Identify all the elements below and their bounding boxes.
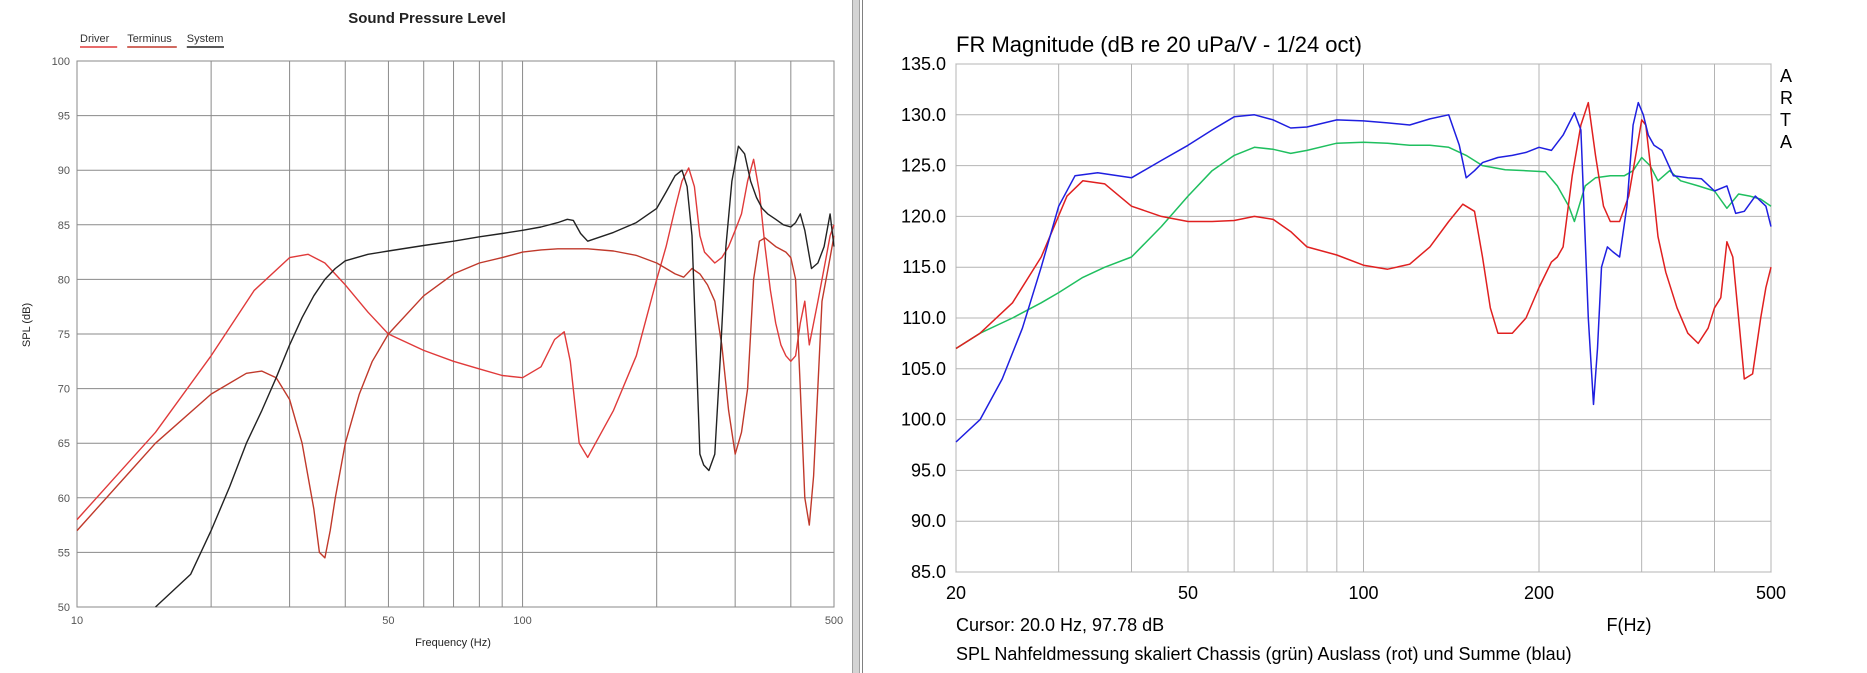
arta-letter: T (1780, 110, 1791, 130)
x-tick-label: 20 (946, 583, 966, 603)
left-chart-title: Sound Pressure Level (348, 10, 506, 27)
y-tick-label: 65 (58, 438, 70, 450)
y-tick-label: 120.0 (901, 206, 946, 226)
y-tick-label: 115.0 (902, 257, 946, 277)
arta-letter: A (1780, 132, 1792, 152)
y-tick-label: 105.0 (901, 359, 946, 379)
y-tick-label: 135.0 (901, 54, 946, 74)
y-tick-label: 110.0 (902, 308, 946, 328)
y-tick-label: 70 (58, 384, 70, 396)
legend-system: System (187, 33, 224, 45)
arta-letter: R (1780, 88, 1793, 108)
series-lines (76, 145, 835, 608)
right-chart-panel: FR Magnitude (dB re 20 uPa/V - 1/24 oct)… (862, 0, 1867, 673)
grid (955, 63, 1772, 573)
y-tick-label: 75 (58, 329, 70, 341)
x-axis-label: Frequency (Hz) (415, 637, 491, 649)
y-tick-label: 55 (58, 547, 70, 559)
y-axis-label: SPL (dB) (21, 303, 33, 347)
x-tick-label: 200 (1524, 583, 1554, 603)
x-tick-label: 100 (1348, 583, 1378, 603)
x-tick-label: 100 (513, 615, 531, 627)
spl-chart: Sound Pressure Level Driver Terminus Syste… (21, 10, 844, 649)
y-tick-label: 125.0 (901, 156, 946, 176)
series-system (155, 145, 835, 608)
y-tick-label: 80 (58, 274, 70, 286)
panel-divider (852, 0, 860, 673)
x-tick-label: 500 (1756, 583, 1786, 603)
x-tick-label: 500 (825, 615, 843, 627)
fr-magnitude-chart: FR Magnitude (dB re 20 uPa/V - 1/24 oct)… (901, 32, 1793, 664)
arta-letter: A (1780, 66, 1792, 86)
legend: Driver Terminus System (80, 33, 224, 48)
y-tick-label: 95.0 (911, 460, 946, 480)
legend-terminus: Terminus (127, 33, 172, 45)
y-tick-label: 60 (58, 493, 70, 505)
x-tick-label: 10 (71, 615, 83, 627)
legend-driver: Driver (80, 33, 110, 45)
x-tick-label: 50 (382, 615, 394, 627)
series-driver (76, 158, 835, 521)
y-tick-label: 95 (58, 111, 70, 123)
series-terminus (76, 235, 835, 559)
y-tick-label: 90.0 (911, 511, 946, 531)
y-tick-label: 85 (58, 220, 70, 232)
left-chart-panel: Sound Pressure Level Driver Terminus Syste… (0, 0, 859, 673)
series-summe-blau (955, 101, 1772, 443)
y-tick-label: 130.0 (901, 105, 946, 125)
grid (76, 60, 835, 608)
y-tick-label: 100.0 (901, 410, 946, 430)
series-lines (955, 101, 1772, 443)
x-axis-label: F(Hz) (1607, 615, 1652, 635)
y-tick-label: 85.0 (911, 562, 946, 582)
x-tick-label: 50 (1178, 583, 1198, 603)
series-auslass-rot (955, 101, 1772, 380)
cursor-readout: Cursor: 20.0 Hz, 97.78 dB (956, 615, 1164, 635)
y-tick-label: 100 (52, 56, 70, 68)
tick-labels: 85.0 90.0 95.0 100.0 105.0 110.0 115.0 120.0 125… (901, 54, 1786, 603)
y-tick-label: 90 (58, 165, 70, 177)
right-chart-title: FR Magnitude (dB re 20 uPa/V - 1/24 oct) (956, 32, 1362, 57)
chart-caption: SPL Nahfeldmessung skaliert Chassis (grü… (956, 644, 1572, 664)
y-tick-label: 50 (58, 602, 70, 614)
